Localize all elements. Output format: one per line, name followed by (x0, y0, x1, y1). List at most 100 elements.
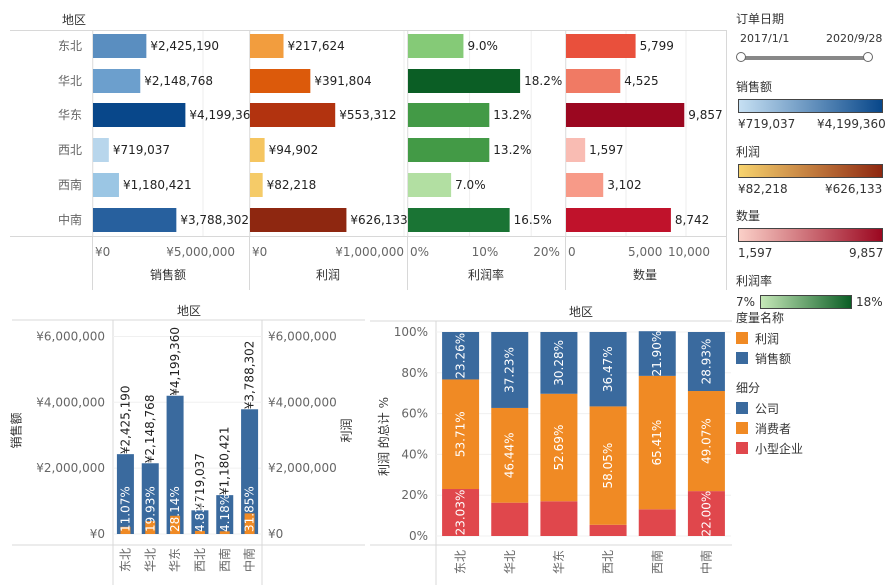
bar-sales (241, 409, 259, 534)
pct-label: 19.93% (143, 486, 157, 532)
data-label: ¥82,218 (267, 178, 317, 192)
bar (408, 69, 521, 93)
bar (566, 138, 586, 162)
margin-legend-min: 7% (736, 295, 756, 309)
data-label: ¥1,180,421 (218, 426, 232, 495)
data-label: 9.0% (467, 39, 498, 53)
data-label: ¥3,788,302 (243, 341, 257, 410)
y-tick-label: ¥2,000,000 (36, 461, 105, 475)
data-label: ¥2,425,190 (150, 39, 219, 53)
region-label: 东北 (57, 39, 82, 53)
category-label: 华北 (143, 548, 157, 572)
sales-legend-title: 销售额 (736, 80, 773, 94)
legend-swatch (736, 332, 748, 344)
category-label: 华东 (168, 548, 182, 572)
axis-tick-label: 0% (410, 245, 429, 259)
panel-title-profit: 利润 (316, 268, 341, 282)
date-slider-handle-end[interactable] (863, 52, 873, 62)
legend-swatch (736, 442, 748, 454)
sales-legend-min: ¥719,037 (738, 117, 796, 131)
stack-segment (540, 501, 578, 536)
stack-segment (491, 332, 529, 408)
sales-color-ramp (738, 99, 883, 113)
date-slider-handle-start[interactable] (736, 52, 746, 62)
date-end: 2020/9/28 (826, 32, 883, 45)
data-label: 3,102 (607, 178, 641, 192)
axis-tick-label: 10,000 (668, 245, 710, 259)
data-label: ¥4,199,360 (189, 108, 258, 122)
legend-swatch (736, 402, 748, 414)
quantity-legend-title: 数量 (736, 209, 761, 223)
data-label: 7.0% (455, 178, 486, 192)
table-bottom-rule (10, 236, 726, 237)
profit-legend-title: 利润 (736, 145, 761, 159)
data-label: ¥553,312 (339, 108, 396, 122)
panel-title-sales: 销售额 (150, 268, 187, 282)
data-label: ¥626,133 (350, 213, 407, 227)
y-tick-label: ¥0 (90, 527, 105, 541)
y-tick-label: 100% (394, 325, 428, 339)
region-label: 华东 (57, 108, 82, 122)
y-tick-label: 0% (409, 529, 428, 543)
bar (250, 173, 263, 197)
stack-segment (540, 393, 578, 502)
profit-color-ramp (738, 164, 883, 178)
profit-legend-max: ¥626,133 (825, 182, 883, 196)
category-label: 西北 (601, 550, 615, 574)
stack-segment (687, 491, 725, 536)
legend-swatch (736, 422, 748, 434)
bar (408, 208, 510, 232)
axis-tick-label: ¥0 (95, 245, 110, 259)
bar-profit (120, 526, 131, 534)
bar-sales (166, 395, 184, 534)
data-label: ¥1,180,421 (123, 178, 192, 192)
margin-legend-title: 利润率 (736, 274, 773, 288)
dual-axis-chart: 地区 销售额 利润 ¥0 ¥0 ¥2,000,000 ¥2,000,000 ¥4,000… (0, 300, 370, 585)
data-label: 49.07% (699, 418, 713, 464)
y-tick-label-right: ¥6,000,000 (268, 329, 337, 343)
data-label: 9,857 (688, 108, 722, 122)
bar (93, 103, 186, 127)
region-label: 西南 (57, 178, 82, 192)
category-label: 华东 (552, 550, 566, 574)
bar-sales (191, 510, 209, 534)
pct-label: 4.18% (218, 494, 232, 532)
panel-title-margin: 利润率 (468, 268, 505, 282)
stack-segment (589, 524, 627, 536)
data-label: 21.90% (650, 331, 664, 377)
y-tick-label-right: ¥4,000,000 (268, 395, 337, 409)
category-label: 西南 (217, 548, 232, 572)
category-label: 中南 (242, 548, 257, 572)
data-label: ¥719,037 (193, 453, 207, 510)
date-slider-track[interactable] (741, 56, 866, 60)
segment-title: 细分 (736, 381, 761, 395)
bar-profit (219, 531, 230, 534)
dual-chart-title: 地区 (177, 304, 202, 318)
data-label: 52.69% (552, 425, 566, 471)
bar (250, 103, 336, 127)
y-tick-label: 60% (401, 407, 428, 421)
margin-legend-max: 18% (856, 295, 883, 309)
y-tick-label: 80% (401, 366, 428, 380)
panel-title-quantity: 数量 (633, 268, 658, 282)
legend-item-label: 消费者 (755, 422, 792, 436)
top-table: 地区 东北 华北 华东 西北 西南 中南 销售额 利润 利润率 数量 ¥0 ¥5,… (0, 0, 728, 290)
bar (250, 208, 347, 232)
bar-sales (141, 463, 159, 534)
sales-legend-max: ¥4,199,360 (817, 117, 886, 131)
y-tick-label: 20% (401, 488, 428, 502)
dual-chart-svg: ¥0 ¥0 ¥2,000,000 ¥2,000,000 ¥4,000,000 ¥4,000… (12, 319, 365, 585)
data-label: 18.2% (524, 74, 562, 88)
pct-label: 4.83% (193, 494, 207, 532)
data-label: 65.41% (650, 420, 664, 466)
y-tick-label-right: ¥2,000,000 (268, 461, 337, 475)
stack-segment (442, 489, 480, 536)
date-filter-title: 订单日期 (736, 12, 785, 26)
axis-tick-label: ¥5,000,000 (166, 245, 235, 259)
pct-label: 11.07% (118, 486, 132, 532)
stack-segment (589, 406, 627, 525)
stack-segment (491, 407, 529, 503)
data-label: 1,597 (589, 143, 623, 157)
bar (408, 138, 490, 162)
data-label: 13.2% (493, 143, 531, 157)
